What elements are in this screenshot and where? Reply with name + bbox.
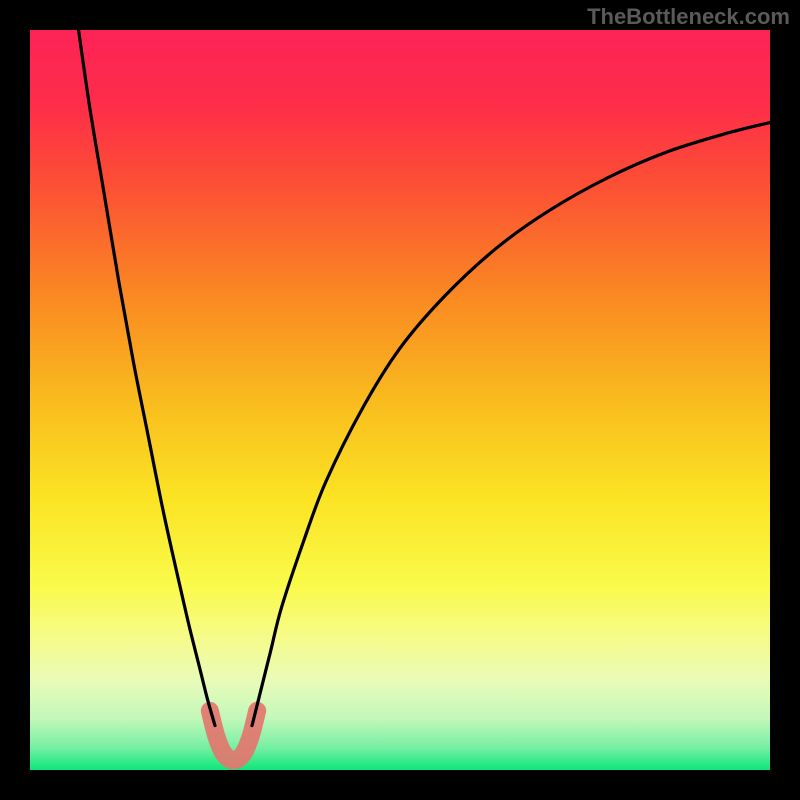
bottleneck-chart (0, 0, 800, 800)
chart-container: TheBottleneck.com (0, 0, 800, 800)
watermark-text: TheBottleneck.com (587, 4, 790, 30)
